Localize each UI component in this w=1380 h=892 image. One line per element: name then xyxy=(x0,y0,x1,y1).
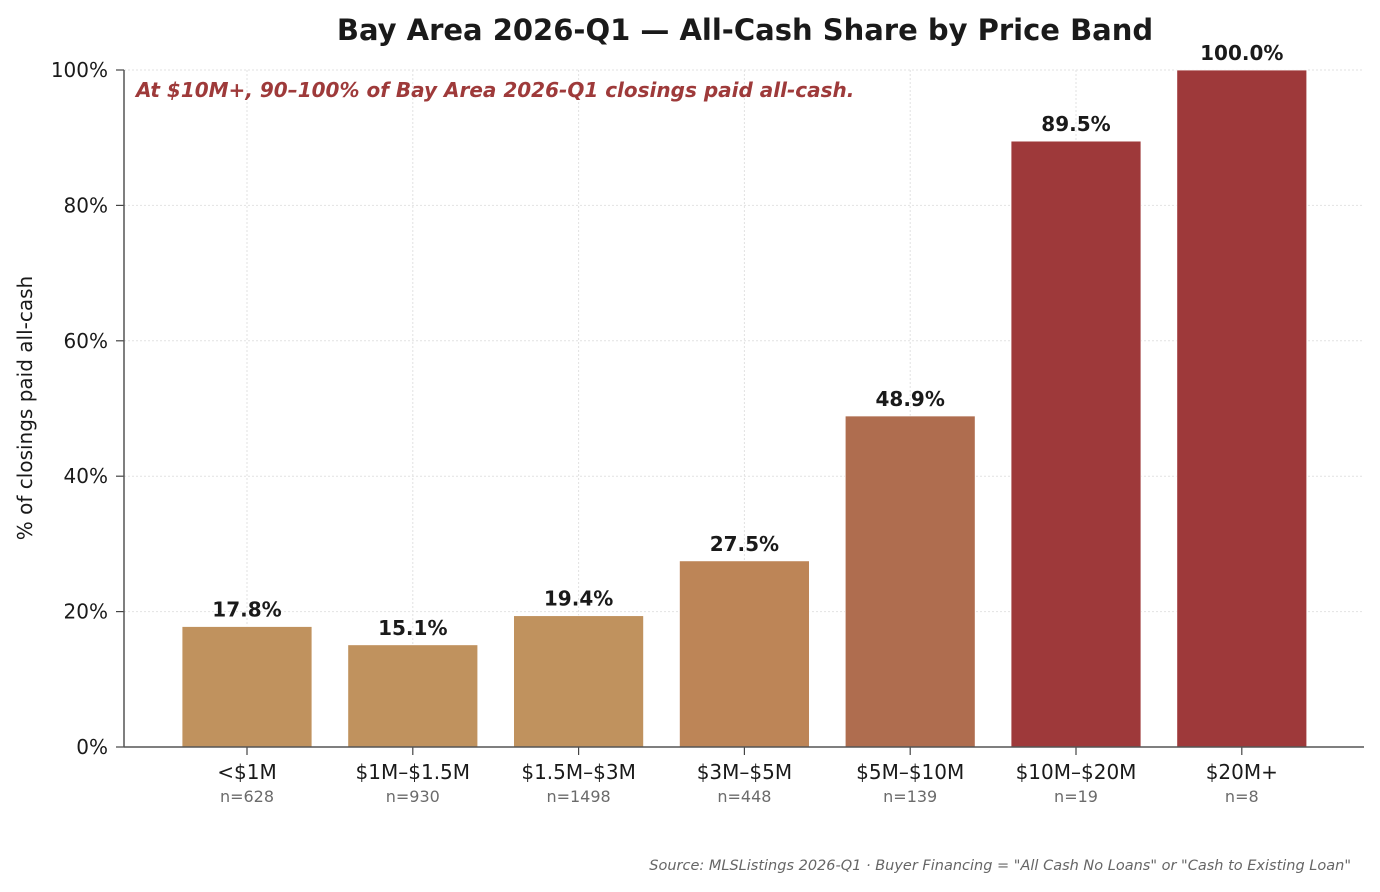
x-tick-count: n=448 xyxy=(717,787,771,806)
chart-annotation: At $10M+, 90–100% of Bay Area 2026-Q1 cl… xyxy=(134,78,854,102)
bar xyxy=(181,626,313,748)
axes: 0% 20% 40% 60% 80% 100% <$1M n=628 $1M–$1.5M n=93… xyxy=(51,58,1364,806)
bar-value-label: 89.5% xyxy=(1041,112,1110,136)
bar-value-label: 17.8% xyxy=(212,597,281,621)
x-tick-label: $1.5M–$3M xyxy=(521,760,636,784)
bar-value-label: 15.1% xyxy=(378,616,447,640)
y-tick-label: 40% xyxy=(64,464,108,488)
x-tick-label: <$1M xyxy=(217,760,276,784)
bar xyxy=(844,415,976,748)
bars xyxy=(181,69,1308,748)
y-axis-label: % of closings paid all-cash xyxy=(13,276,37,540)
x-tick-count: n=1498 xyxy=(546,787,610,806)
bar xyxy=(513,615,644,748)
bar-value-label: 19.4% xyxy=(544,587,613,611)
x-tick-label: $1M–$1.5M xyxy=(356,760,471,784)
bar xyxy=(347,644,479,748)
bar xyxy=(1010,140,1142,748)
x-tick-count: n=8 xyxy=(1225,787,1259,806)
x-tick-label: $10M–$20M xyxy=(1016,760,1137,784)
y-tick-label: 60% xyxy=(64,329,108,353)
y-tick-label: 80% xyxy=(64,193,108,217)
y-tick-label: 0% xyxy=(76,735,108,759)
x-tick-label: $20M+ xyxy=(1206,760,1278,784)
y-tick-label: 20% xyxy=(64,600,108,624)
bar-value-label: 27.5% xyxy=(710,532,779,556)
bar xyxy=(1176,69,1308,748)
x-tick-count: n=930 xyxy=(386,787,440,806)
bar xyxy=(679,560,810,748)
bar-value-label: 48.9% xyxy=(876,387,945,411)
x-tick-count: n=19 xyxy=(1054,787,1098,806)
chart-title: Bay Area 2026-Q1 — All-Cash Share by Pri… xyxy=(337,13,1153,47)
source-note: Source: MLSListings 2026-Q1 · Buyer Fina… xyxy=(649,858,1351,874)
x-tick-label: $3M–$5M xyxy=(697,760,792,784)
data-labels: 17.8% 15.1% 19.4% 27.5% 48.9% 89.5% 100.0% xyxy=(212,41,1283,640)
bar-value-label: 100.0% xyxy=(1200,41,1283,65)
x-tick-count: n=139 xyxy=(883,787,937,806)
x-tick-count: n=628 xyxy=(220,787,274,806)
x-tick-label: $5M–$10M xyxy=(856,760,964,784)
y-tick-label: 100% xyxy=(51,58,108,82)
